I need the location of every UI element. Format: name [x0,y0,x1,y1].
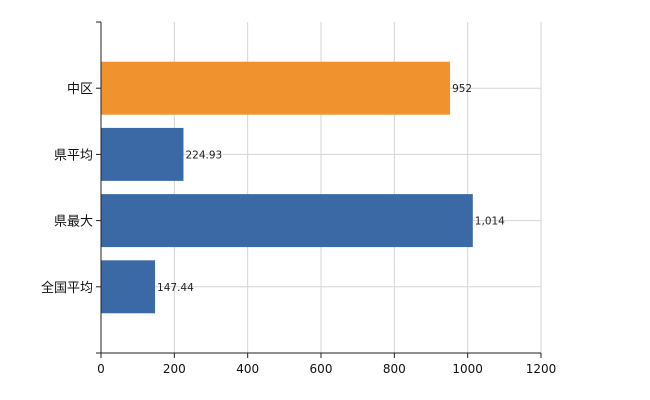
bar [101,127,184,181]
data-label: 147.44 [157,282,194,294]
bar [101,61,451,115]
data-label: 952 [452,83,472,95]
x-tick-label: 1000 [452,362,483,376]
x-tick-label: 800 [383,362,406,376]
value-axis: 0 200 400 600 800 1000 1200 [97,353,556,376]
data-label: 1,014 [475,216,505,228]
x-tick-label: 200 [163,362,186,376]
category-label: 全国平均 [41,280,93,296]
bar [101,260,156,314]
category-label: 中区 [67,82,93,97]
category-label: 県最大 [54,215,93,230]
category-label: 県平均 [54,148,93,163]
x-tick-label: 400 [236,362,259,376]
bar [101,194,473,248]
x-tick-label: 1200 [526,362,557,376]
bar-series [101,61,473,314]
x-tick-label: 600 [310,362,333,376]
data-labels: 952 224.93 1,014 147.44 [157,83,505,294]
data-label: 224.93 [185,149,222,161]
x-tick-label: 0 [97,362,105,376]
